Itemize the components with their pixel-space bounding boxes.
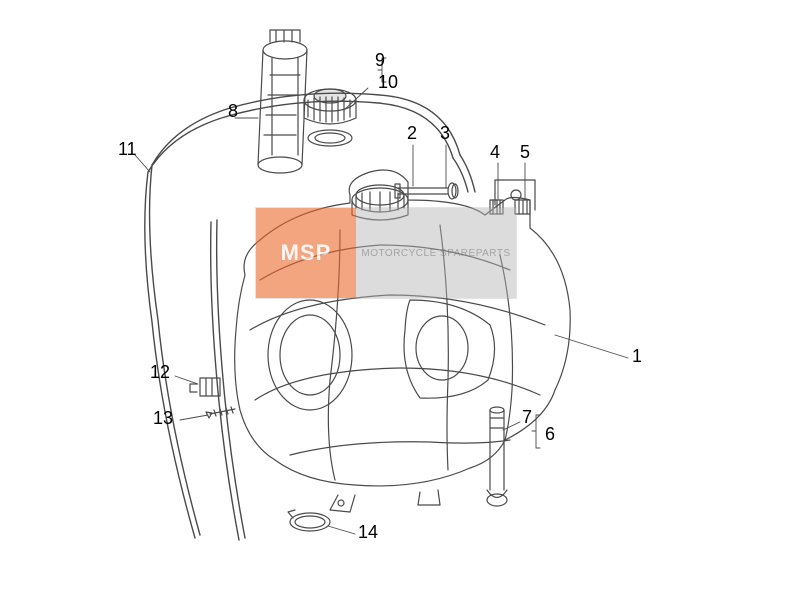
callout-label-9: 9 bbox=[375, 50, 385, 71]
callout-label-6: 6 bbox=[545, 424, 555, 445]
callout-label-14: 14 bbox=[358, 522, 378, 543]
callout-label-8: 8 bbox=[228, 101, 238, 122]
callout-label-12: 12 bbox=[150, 362, 170, 383]
diagram-container: MSP MOTORCYCLE SPAREPARTS 1 2 3 4 5 6 7 … bbox=[0, 0, 800, 600]
callout-label-2: 2 bbox=[407, 123, 417, 144]
callout-label-5: 5 bbox=[520, 142, 530, 163]
watermark-text: MOTORCYCLE SPAREPARTS bbox=[356, 208, 516, 298]
callout-label-10: 10 bbox=[378, 72, 398, 93]
technical-drawing bbox=[0, 0, 800, 600]
callout-label-3: 3 bbox=[440, 123, 450, 144]
callout-label-1: 1 bbox=[632, 346, 642, 367]
callout-label-7: 7 bbox=[522, 407, 532, 428]
callout-label-4: 4 bbox=[490, 142, 500, 163]
callout-label-11: 11 bbox=[118, 139, 137, 160]
callout-label-13: 13 bbox=[153, 408, 173, 429]
watermark-logo: MSP bbox=[256, 208, 356, 298]
watermark: MSP MOTORCYCLE SPAREPARTS bbox=[255, 207, 517, 299]
